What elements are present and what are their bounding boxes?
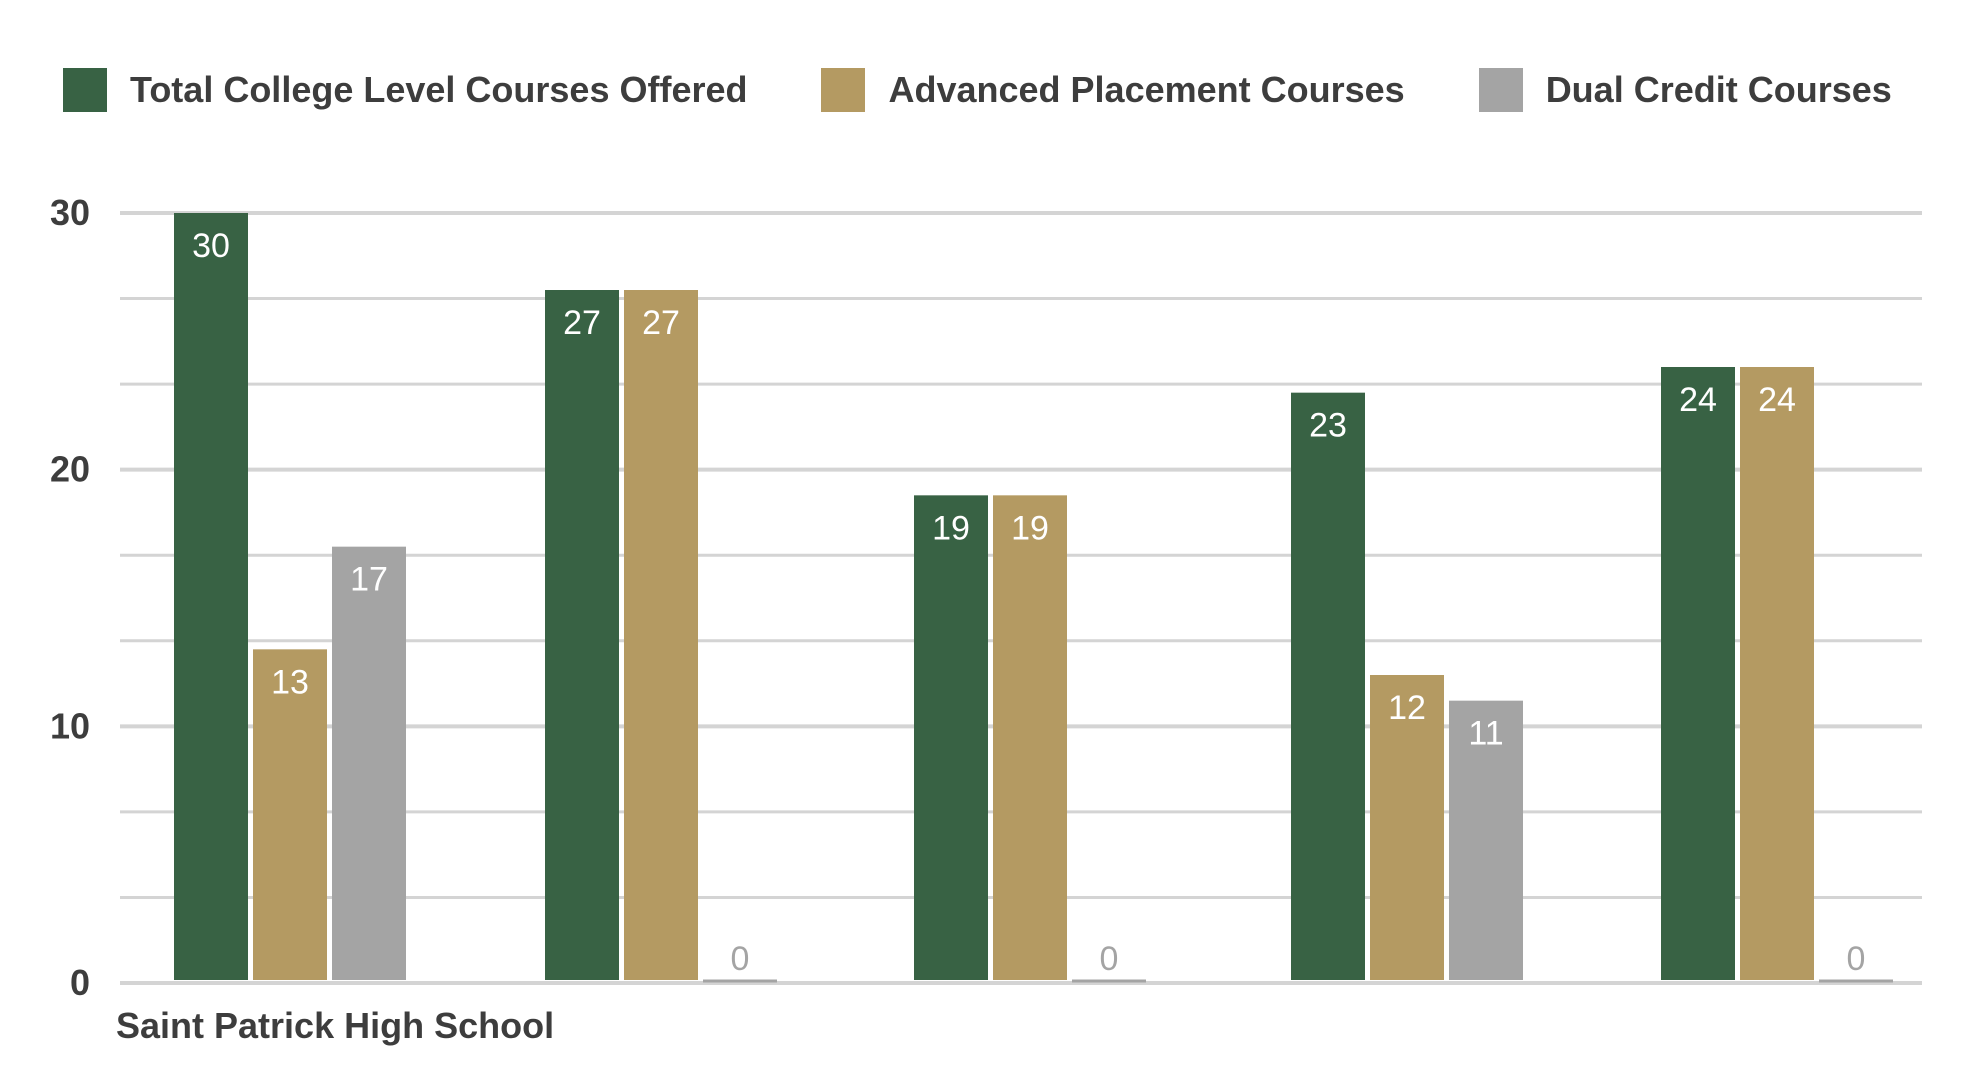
legend-item-advanced-placement: Advanced Placement Courses	[821, 68, 1405, 112]
legend-label-dual-credit: Dual Credit Courses	[1545, 69, 1892, 110]
bar-group: 19 19 0	[914, 495, 1146, 983]
bar	[1291, 392, 1365, 981]
bar	[253, 649, 327, 980]
bar-group: 24 24 0	[1661, 367, 1893, 983]
category-label: Saint Patrick High School	[116, 1005, 554, 1046]
bar	[1370, 675, 1444, 980]
bar-data-label: 24	[1758, 381, 1796, 419]
bar-data-label: 11	[1468, 715, 1503, 753]
bar-data-label: 17	[350, 561, 388, 599]
y-tick-label: 20	[50, 449, 90, 490]
bar	[174, 213, 248, 980]
bar-data-label: 30	[192, 227, 230, 265]
bar	[1740, 367, 1814, 980]
legend-label-advanced-placement: Advanced Placement Courses	[888, 69, 1405, 110]
bar-data-label: 0	[1100, 940, 1119, 978]
bar	[624, 290, 698, 980]
bar-data-label: 27	[563, 304, 601, 342]
legend-label-total-college: Total College Level Courses Offered	[130, 69, 748, 110]
legend-swatch-dual-credit	[1478, 68, 1523, 112]
legend: Total College Level Courses Offered Adva…	[63, 68, 1964, 112]
legend-item-total-college: Total College Level Courses Offered	[63, 68, 747, 112]
legend-swatch-advanced-placement	[821, 68, 866, 112]
bar	[332, 546, 406, 980]
bar-group: 27 27 0	[545, 290, 777, 983]
y-tick-label: 10	[50, 705, 90, 746]
bar	[545, 290, 619, 980]
bar-data-label: 19	[1011, 509, 1049, 547]
bar-data-label: 23	[1309, 407, 1347, 445]
bar-data-label: 0	[731, 940, 750, 978]
bar-data-label: 27	[642, 304, 680, 342]
bar-group: 23 12 11	[1291, 392, 1523, 981]
y-tick-label: 30	[50, 192, 90, 233]
bar-group: 30 13 17	[174, 213, 406, 980]
bar	[914, 495, 988, 980]
legend-item-dual-credit: Dual Credit Courses	[1478, 68, 1892, 112]
bar	[1449, 700, 1523, 980]
bar-data-label: 13	[271, 663, 309, 701]
bar-data-label: 24	[1679, 381, 1717, 419]
y-tick-label: 0	[70, 962, 90, 1003]
legend-swatch-total-college	[63, 68, 107, 112]
bar-data-label: 12	[1388, 689, 1426, 727]
bar	[993, 495, 1067, 980]
bar-data-label: 19	[932, 509, 970, 547]
bar-data-label: 0	[1847, 940, 1866, 978]
bar	[1661, 367, 1735, 980]
